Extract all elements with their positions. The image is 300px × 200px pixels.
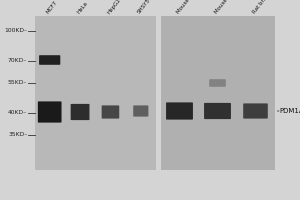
FancyBboxPatch shape [71,104,89,120]
Bar [34,16,156,170]
Text: Rat brain: Rat brain [252,0,271,15]
FancyBboxPatch shape [38,101,61,123]
Text: PDM1A: PDM1A [280,108,300,114]
FancyBboxPatch shape [166,102,193,120]
Text: HepG2: HepG2 [106,0,122,15]
FancyBboxPatch shape [39,55,60,65]
FancyBboxPatch shape [243,103,268,119]
Text: 40KD–: 40KD– [8,110,27,115]
Bar [160,16,274,170]
Text: HeLa: HeLa [76,1,89,15]
Text: 35KD–: 35KD– [8,133,27,138]
Text: SHSY5Y: SHSY5Y [137,0,154,15]
Text: MCF7: MCF7 [46,0,59,15]
FancyBboxPatch shape [209,79,226,87]
Text: 100KD–: 100KD– [4,28,27,33]
Text: Mouse liver: Mouse liver [176,0,199,15]
FancyBboxPatch shape [133,105,148,117]
FancyBboxPatch shape [204,103,231,119]
Text: Mouse skeletal muscle: Mouse skeletal muscle [214,0,256,15]
FancyBboxPatch shape [102,105,119,119]
Text: 55KD–: 55KD– [8,80,27,86]
Text: 70KD–: 70KD– [8,58,27,64]
